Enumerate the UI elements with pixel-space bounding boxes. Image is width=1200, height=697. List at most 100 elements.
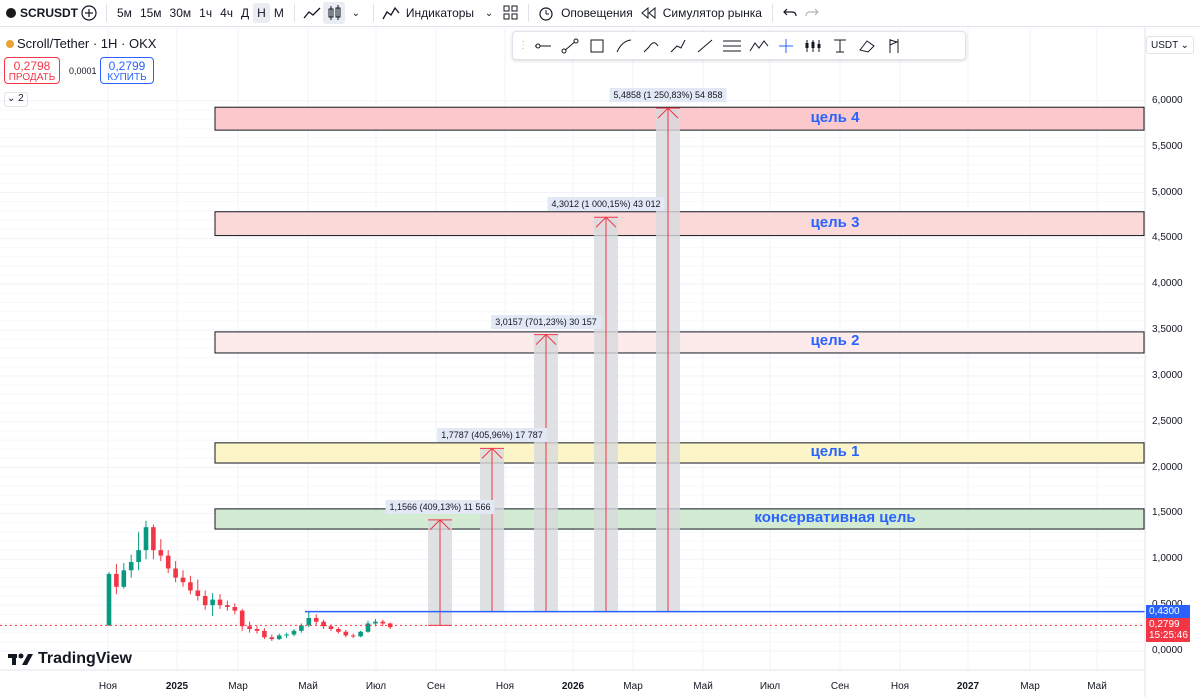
interval-0[interactable]: 5м xyxy=(117,6,132,20)
candle-body xyxy=(380,621,386,624)
sell-button[interactable]: 0,2798 ПРОДАТЬ xyxy=(4,57,60,84)
indicators-collapse-toggle[interactable]: ⌄ 2 xyxy=(4,92,28,107)
candle-body xyxy=(336,628,341,632)
horizontal-ray-icon[interactable] xyxy=(532,35,554,57)
candle-body xyxy=(262,630,267,638)
indicators-icon[interactable] xyxy=(380,2,402,24)
measure-label: 1,7787 (405,96%) 17 787 xyxy=(437,428,547,443)
interval-2[interactable]: 30м xyxy=(169,6,192,20)
price-tick: 3,5000 xyxy=(1152,324,1183,336)
market-replay-button[interactable]: Симулятор рынка xyxy=(662,6,762,20)
path-icon[interactable] xyxy=(667,35,689,57)
spread-value: 0,0001 xyxy=(69,66,97,76)
measure-flag-icon[interactable] xyxy=(883,35,905,57)
undo-icon[interactable] xyxy=(779,2,801,24)
candles-chart-type-icon[interactable] xyxy=(322,2,345,24)
replay-rewind-icon[interactable] xyxy=(637,2,659,24)
currency-label: USDT xyxy=(1151,40,1179,51)
candle-body xyxy=(106,573,112,626)
candle-body xyxy=(195,590,201,596)
candle-body xyxy=(291,630,297,635)
fib-retracement-icon[interactable] xyxy=(721,35,743,57)
indicators-button[interactable]: Индикаторы xyxy=(405,6,475,20)
long-position-icon[interactable] xyxy=(802,35,824,57)
time-tick: Июл xyxy=(365,681,387,692)
goal-label[interactable]: цель 2 xyxy=(810,332,860,350)
candle-body xyxy=(254,628,260,631)
last-price-label: 0,2799 xyxy=(1149,619,1180,631)
alarm-clock-icon[interactable] xyxy=(535,2,557,24)
time-tick: 2025 xyxy=(165,681,189,692)
chevron-down-icon[interactable]: ⌄ xyxy=(351,7,361,19)
price-lines xyxy=(0,610,1145,626)
text-tool-icon[interactable] xyxy=(829,35,851,57)
symbol-legend: Scroll/Tether · 1Н · OKX xyxy=(6,36,156,51)
candle-body xyxy=(217,599,223,606)
tradingview-logo-icon xyxy=(8,653,33,665)
eraser-icon[interactable] xyxy=(856,35,878,57)
crosshair-icon[interactable] xyxy=(775,35,797,57)
candle-body xyxy=(188,582,193,591)
interval-4[interactable]: 4ч xyxy=(220,6,234,20)
interval-1[interactable]: 15м xyxy=(139,6,162,20)
price-tick: 4,0000 xyxy=(1152,278,1183,290)
measure-label: 3,0157 (701,23%) 30 157 xyxy=(491,314,601,329)
brush-icon[interactable] xyxy=(613,35,635,57)
candle-body xyxy=(121,570,127,587)
candle-body xyxy=(128,562,134,571)
measure-label: 1,1566 (409,13%) 11 566 xyxy=(385,499,495,514)
interval-5[interactable]: Д xyxy=(241,6,250,20)
time-tick: Мар xyxy=(623,681,643,692)
time-tick: Май xyxy=(298,681,318,692)
bar-countdown: 15:25:46 xyxy=(1149,630,1188,642)
drawing-toolbar: ⋮ xyxy=(512,31,966,60)
candle-body xyxy=(143,527,149,551)
time-tick: Мар xyxy=(228,681,248,692)
time-tick: Сен xyxy=(830,681,850,692)
goal-label[interactable]: цель 1 xyxy=(810,442,860,460)
tradingview-logo[interactable]: TradingView xyxy=(8,650,132,668)
rectangle-icon[interactable] xyxy=(586,35,608,57)
time-tick: Ноя xyxy=(495,681,515,692)
candle-body xyxy=(173,568,178,578)
currency-select[interactable]: USDT ⌄ xyxy=(1146,36,1194,54)
last-price-badge: 0,2799 15:25:46 xyxy=(1146,618,1190,643)
candle-body xyxy=(180,577,186,583)
candle-body xyxy=(365,623,371,632)
arc-icon[interactable] xyxy=(640,35,662,57)
drag-handle-icon[interactable]: ⋮ xyxy=(518,40,528,51)
interval-3[interactable]: 1ч xyxy=(199,6,213,20)
measure-label: 5,4858 (1 250,83%) 54 858 xyxy=(609,88,727,103)
symbol-logo-icon xyxy=(6,8,16,18)
candle-body xyxy=(373,621,378,624)
candle-body xyxy=(136,550,141,563)
interval-group: 5м 15м 30м 1ч 4ч Д Н М xyxy=(113,3,288,23)
candles xyxy=(106,520,393,641)
line-chart-type-icon[interactable] xyxy=(301,2,323,24)
trend-line-icon[interactable] xyxy=(559,35,581,57)
time-tick: Июл xyxy=(759,681,781,692)
candle-body xyxy=(151,527,156,551)
chevron-down-icon[interactable]: ⌄ xyxy=(484,7,494,19)
candle-body xyxy=(358,631,363,637)
interval-6[interactable]: Н xyxy=(253,3,270,23)
pattern-icon[interactable] xyxy=(748,35,770,57)
buy-button[interactable]: 0,2799 КУПИТЬ xyxy=(100,57,154,84)
goal-label[interactable]: цель 3 xyxy=(810,213,860,231)
price-tick: 1,5000 xyxy=(1152,507,1183,519)
goal-label[interactable]: консервативная цель xyxy=(754,508,916,526)
time-tick: Сен xyxy=(426,681,446,692)
ray-icon[interactable] xyxy=(694,35,716,57)
legend-title[interactable]: Scroll/Tether · 1Н · OKX xyxy=(17,36,157,51)
time-tick: Ноя xyxy=(98,681,118,692)
alerts-button[interactable]: Оповещения xyxy=(561,6,633,20)
redo-icon[interactable] xyxy=(801,2,823,24)
goal-label[interactable]: цель 4 xyxy=(810,108,860,126)
compare-add-icon[interactable] xyxy=(78,2,100,24)
sell-price: 0,2798 xyxy=(13,59,51,73)
symbol-search[interactable]: SCRUSDT xyxy=(20,6,79,20)
interval-7[interactable]: М xyxy=(273,6,284,20)
layouts-grid-icon[interactable] xyxy=(500,2,522,24)
price-tick: 5,5000 xyxy=(1152,140,1183,152)
